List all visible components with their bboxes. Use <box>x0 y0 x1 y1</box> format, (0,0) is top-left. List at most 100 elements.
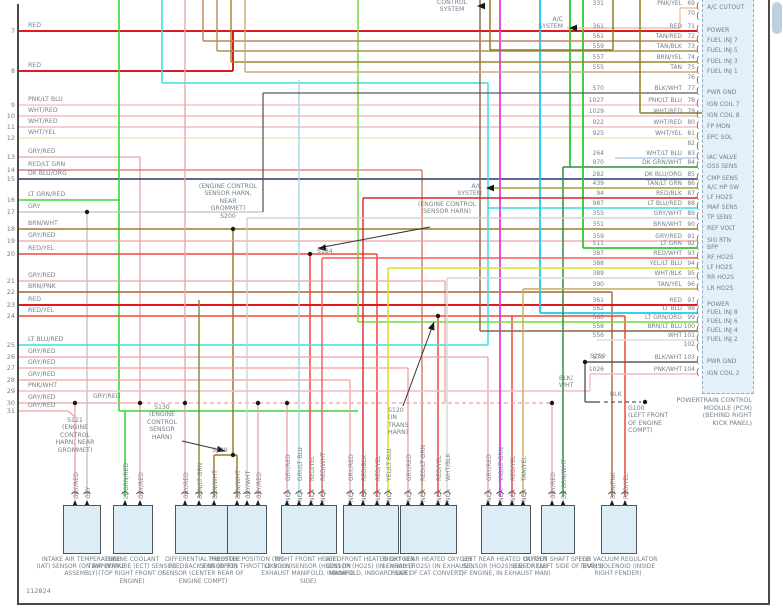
sensor-symbol <box>484 491 492 495</box>
s130-label: S130 (ENGINE CONTROL SENSOR HARN) <box>146 404 178 441</box>
pcm-pin-brace: ( <box>696 325 700 335</box>
connector-arrow <box>622 500 628 507</box>
pcm-pin-brace: ( <box>696 12 700 22</box>
pcm-wire-number: 1027 <box>588 97 604 104</box>
pcm-pin-number: 93 <box>687 250 695 257</box>
wire-color-label: GRY/RED <box>28 394 56 401</box>
pcm-wire-number: 361 <box>592 297 604 304</box>
wire-color-label: GRY/RED <box>28 348 56 355</box>
sensor-wire-label: WHT/BLK <box>445 453 452 481</box>
pcm-pin-brace: ( <box>696 235 700 245</box>
left-row-number: 22 <box>6 288 15 296</box>
sensor-symbol <box>318 491 326 495</box>
sensor-symbol <box>121 491 129 495</box>
pcm-wire-number: 925 <box>592 130 604 137</box>
pcm-wire-color: LT GRN/ORG <box>645 314 682 321</box>
pcm-pin-number: 69 <box>687 0 695 7</box>
connector-arrow <box>319 500 325 507</box>
left-row-number: 28 <box>6 376 15 384</box>
connector-arrow <box>234 500 240 507</box>
arrowhead <box>216 445 225 453</box>
left-row-number: 8 <box>10 67 15 75</box>
pcm-pin-brace: ( <box>696 307 700 317</box>
pcm-pin-number: 98 <box>687 305 695 312</box>
nca-label: NCA <box>348 489 355 502</box>
sensor-box <box>481 505 531 554</box>
pcm-pin-number: 77 <box>687 85 695 92</box>
pcm-pin-brace: ( <box>696 152 700 162</box>
pcm-pin-brace: ( <box>696 202 700 212</box>
pcm-pin-brace: ( <box>696 121 700 131</box>
pcm-wire-color: WHT <box>667 332 682 339</box>
pcm-pin-brace: ( <box>696 87 700 97</box>
sensor-symbol <box>384 491 392 495</box>
blk-tag: BLK <box>610 391 622 398</box>
sensor-name: EGR VACUUM REGULATOR (EVR) SOLENOID (INS… <box>578 556 658 578</box>
sensor-name: ENGINE COOLANT TEMPERATURE (ECT) SENSOR … <box>87 556 177 585</box>
left-row-number: 7 <box>10 27 15 35</box>
left-row-number: 31 <box>6 407 15 415</box>
pcm-wire-color: WHT/YEL <box>655 130 682 137</box>
nca-label: NCA <box>375 489 382 502</box>
sensor-symbol <box>346 491 354 495</box>
sensor-wire-label: BRN/WHT <box>235 470 242 499</box>
connector-arrow <box>560 500 566 507</box>
sensor-name: RIGHT REAR HEATED OXYGEN SENSOR (HO2S) (… <box>382 556 473 578</box>
sensor-symbol <box>548 491 556 495</box>
pcm-pin-label: OSS SENS <box>707 163 738 170</box>
sensor-wire-label: GRY/RED <box>486 454 493 481</box>
pcm-wire-color: BRN/WHT <box>653 221 682 228</box>
pcm-pin-number: 74 <box>687 54 695 61</box>
left-row-number: 15 <box>6 175 15 183</box>
sensor-box <box>343 505 399 554</box>
pcm-pin-label: IGN COIL 8 <box>707 112 740 119</box>
pcm-pin-brace: ( <box>696 192 700 202</box>
s250-tag: S250 <box>590 353 606 360</box>
pcm-pin-label: RR HO2S <box>707 274 735 281</box>
wire-color-label: GRY <box>28 203 41 210</box>
pcm-wire-number: 557 <box>592 54 604 61</box>
page-border-left <box>17 4 19 605</box>
arrowhead <box>477 2 485 10</box>
pcm-pin-label: A/C HP SW <box>707 184 740 191</box>
wire-color-label: RED <box>28 296 41 303</box>
sensor-name: RIGHT FRONT HEATED OXYGEN SENSOR (HO2S) … <box>261 556 355 585</box>
wire-segment <box>67 410 76 418</box>
pcm-wire-color: WHT/BLK <box>654 270 682 277</box>
wire-color-label: RED/YEL <box>28 245 55 252</box>
sensor-wire-label: GRY/RED <box>348 454 355 481</box>
pcm-wire-number: 282 <box>592 171 604 178</box>
sensor-symbol <box>83 491 91 495</box>
sensor-symbol <box>373 491 381 495</box>
pcm-wire-color: DK GRN/WHT <box>642 159 682 166</box>
sensor-symbol <box>608 491 616 495</box>
sensor-symbol <box>233 491 241 495</box>
pcm-pin-brace: ( <box>696 2 700 12</box>
sensor-wire-label: LT GRN/RED <box>123 463 130 499</box>
nca-label: NCA <box>386 489 393 502</box>
pcm-pin-brace: ( <box>696 161 700 171</box>
nca-label: NCA <box>498 489 505 502</box>
pcm-pin-label: IGN COIL 2 <box>707 370 740 377</box>
pcm-pin-number: 73 <box>687 43 695 50</box>
junction-dot <box>255 400 261 406</box>
sensor-box <box>541 505 575 554</box>
pcm-wire-color: TAN <box>670 64 682 71</box>
left-row-number: 25 <box>6 341 15 349</box>
pcm-wire-color: TAN/BLK <box>656 43 682 50</box>
scrollbar-thumb[interactable] <box>772 2 782 34</box>
wire-color-label: RED/LT GRN <box>28 161 66 168</box>
wire-color-label: DK BLU/ORG <box>28 170 67 177</box>
wire-color-label: GRY/RED <box>28 232 56 239</box>
pcm-pin-label: BPP <box>707 244 719 251</box>
junction-dot <box>307 251 313 257</box>
pcm-wire-number: 390 <box>592 281 604 288</box>
nca-label: NCA <box>445 489 452 502</box>
wire-color-label: PNK/WHT <box>28 382 58 389</box>
sensor-wire-label: GRY/RED <box>256 472 263 499</box>
left-row-number: 11 <box>6 123 15 131</box>
sensor-wire-label: RED/YEL <box>510 455 517 481</box>
sensor-symbol <box>443 491 451 495</box>
pcm-pin-brace: ( <box>696 316 700 326</box>
